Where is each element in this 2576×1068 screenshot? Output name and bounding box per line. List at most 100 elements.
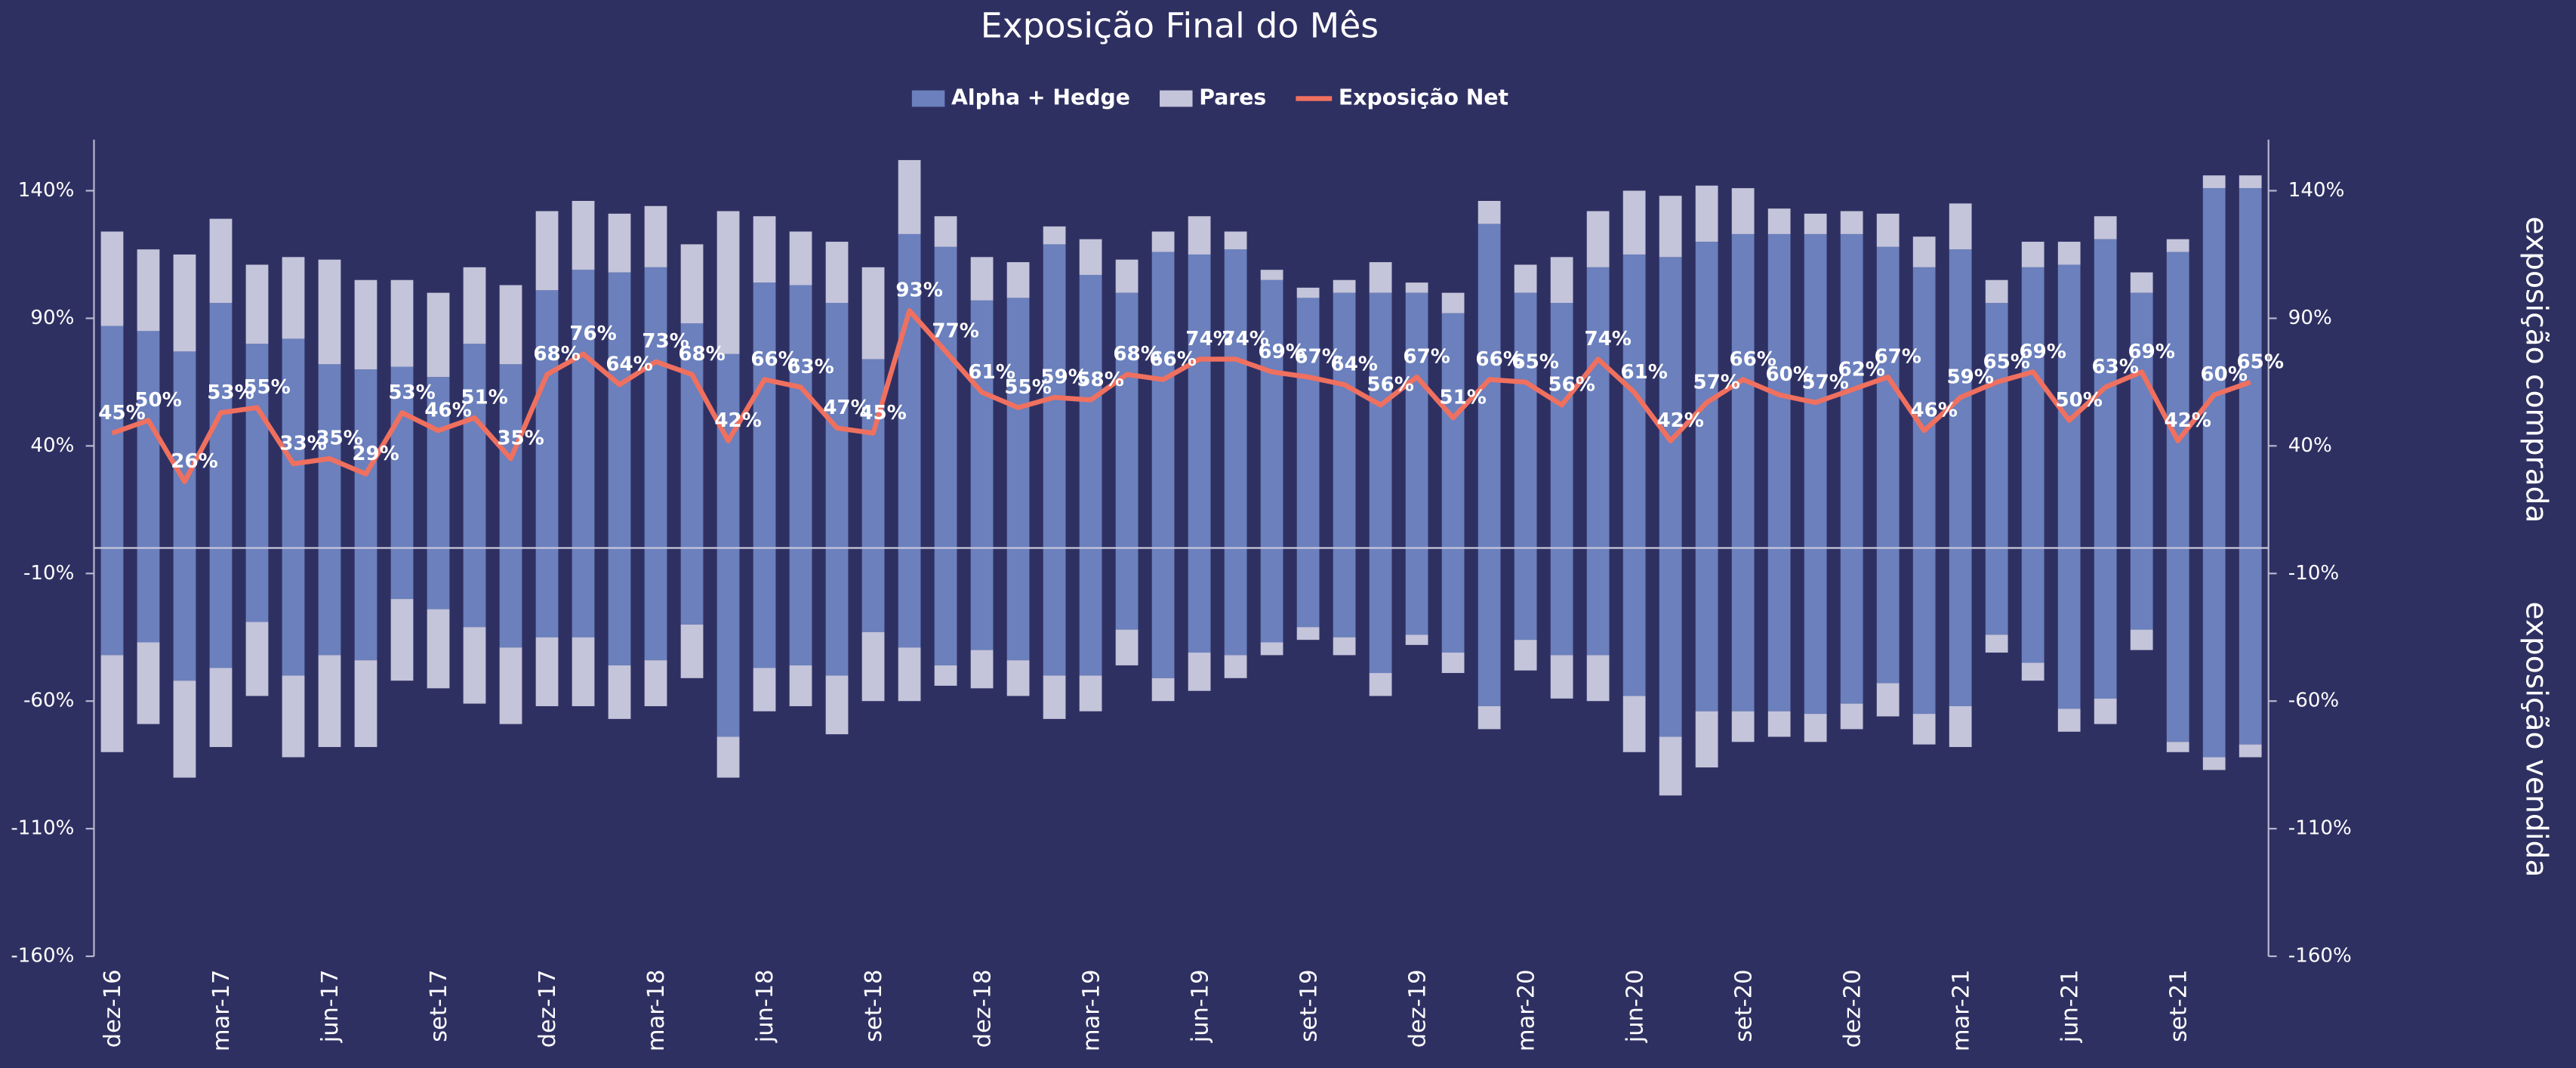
bar-long [2130, 272, 2153, 293]
y-tick-label: -60% [23, 690, 74, 712]
bar-short [1151, 678, 1175, 702]
x-tick-label: dez-17 [535, 969, 561, 1048]
y2-tick-label: -110% [2288, 817, 2352, 840]
bar-long [2202, 175, 2226, 189]
bar-long [2021, 267, 2044, 548]
bar-short [535, 548, 559, 637]
bar-long [1478, 200, 1501, 224]
bar-long [2130, 292, 2153, 548]
bar-long [1405, 292, 1428, 548]
bar-long [535, 211, 559, 291]
bar-short [1949, 548, 1972, 706]
data-label: 74% [1222, 328, 1268, 350]
data-label: 42% [2165, 409, 2211, 432]
bar-long [2166, 239, 2189, 252]
bar-short [1731, 711, 1755, 742]
bar-short [825, 675, 849, 735]
bar-long [608, 272, 631, 548]
data-label: 46% [1910, 399, 1957, 421]
data-label: 61% [968, 361, 1015, 384]
y-tick-label: 90% [30, 307, 74, 329]
bar-short [1369, 673, 1392, 696]
bar-long [825, 242, 849, 304]
bar-short [1840, 548, 1863, 704]
bar-short [789, 548, 812, 665]
bar-long [572, 200, 595, 270]
x-tick-label: dez-20 [1839, 969, 1866, 1048]
bar-long [2166, 252, 2189, 548]
data-label: 66% [1475, 348, 1522, 371]
bar-long [390, 366, 414, 548]
y2-tick-label: 40% [2288, 434, 2332, 457]
bar-short [1405, 634, 1428, 645]
chart-title: Exposição Final do Mês [981, 5, 1379, 45]
bar-short [1043, 675, 1066, 719]
bar-long [2057, 242, 2081, 265]
bar-long [100, 231, 124, 326]
bar-long [970, 257, 994, 301]
bar-short [1478, 548, 1501, 706]
bar-long [1985, 279, 2008, 304]
bar-short [2021, 662, 2044, 681]
bar-short [137, 642, 160, 724]
bar-long [1514, 264, 1537, 293]
x-tick-label: mar-20 [1513, 969, 1539, 1051]
data-label: 57% [1693, 371, 1739, 394]
bar-short [463, 627, 486, 704]
data-label: 69% [1258, 341, 1305, 363]
bar-long [354, 279, 377, 369]
bar-short [1405, 548, 1428, 635]
data-label: 63% [2092, 356, 2139, 378]
bar-short [1659, 548, 1682, 737]
bar-long [898, 233, 921, 548]
bar-long [1767, 208, 1791, 234]
bar-short [898, 548, 921, 648]
x-tick-label: set-17 [426, 969, 452, 1042]
data-label: 60% [1765, 363, 1812, 386]
x-tick-label: mar-19 [1078, 969, 1105, 1051]
y2-tick-label: 90% [2288, 307, 2332, 329]
bar-long [1369, 262, 1392, 293]
bar-short [2166, 742, 2189, 752]
data-label: 73% [642, 330, 689, 353]
bar-long [137, 331, 160, 548]
bar-short [970, 650, 994, 689]
bar-short [2094, 548, 2117, 699]
bar-long [2094, 216, 2117, 239]
bar-long [463, 267, 486, 344]
x-tick-label: mar-18 [643, 969, 670, 1051]
data-label: 56% [1367, 374, 1413, 397]
data-label: 61% [1620, 361, 1667, 384]
bar-short [861, 631, 885, 702]
data-label: 67% [1294, 346, 1341, 369]
bar-long [1043, 226, 1066, 245]
bar-long [1876, 213, 1900, 247]
bar-long [716, 211, 740, 354]
bar-short [1151, 548, 1175, 678]
legend-label: Alpha + Hedge [951, 85, 1130, 110]
legend-swatch [1160, 90, 1193, 107]
bar-short [1767, 548, 1791, 711]
bar-long [1912, 267, 1936, 548]
legend-label: Exposição Net [1339, 85, 1508, 110]
bar-short [1622, 548, 1646, 696]
net-line [111, 308, 2251, 484]
data-label: 26% [171, 450, 217, 473]
data-label: 68% [678, 343, 725, 366]
y2-tick-label: 140% [2288, 179, 2345, 202]
data-label: 63% [787, 356, 834, 378]
bar-short [1695, 548, 1718, 711]
data-label: 67% [1874, 346, 1921, 369]
bar-long [608, 213, 631, 273]
x-tick-label: jun-19 [1187, 969, 1213, 1043]
bar-long [1514, 292, 1537, 548]
bar-short [1369, 548, 1392, 674]
data-label: 65% [1983, 350, 2029, 373]
y2-tick-label: -10% [2288, 562, 2339, 585]
bar-short [1006, 660, 1030, 696]
bar-short [608, 665, 631, 719]
bar-long [1188, 254, 1211, 548]
data-label: 58% [1077, 369, 1123, 391]
bar-long [1115, 259, 1139, 293]
